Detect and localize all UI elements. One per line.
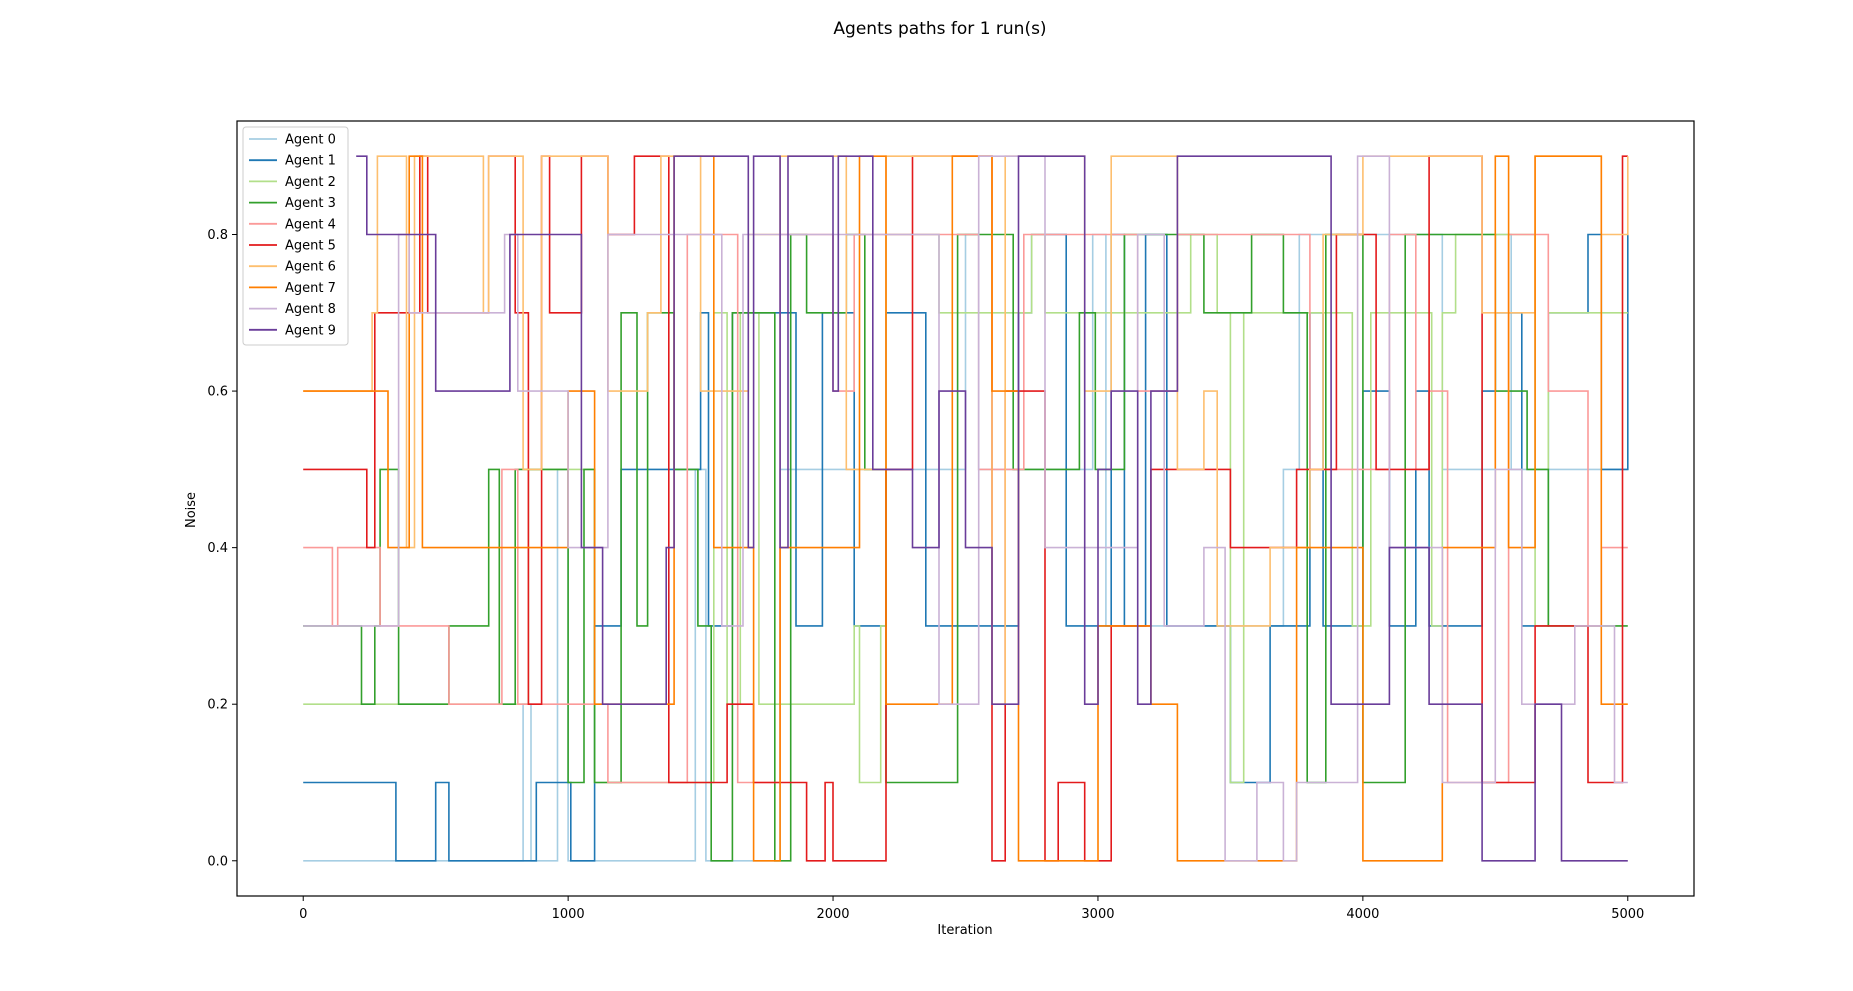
legend-label-agent-2: Agent 2 (285, 175, 336, 190)
x-tick-label: 4000 (1346, 907, 1379, 922)
legend-label-agent-5: Agent 5 (285, 239, 336, 254)
x-tick-label: 5000 (1611, 907, 1644, 922)
series-line-agent-8 (303, 155, 1628, 862)
y-tick-label: 0.4 (207, 541, 228, 556)
y-tick-label: 0.8 (207, 228, 228, 243)
x-tick-label: 3000 (1081, 907, 1114, 922)
x-tick-label: 0 (299, 907, 307, 922)
y-axis-label: Noise (184, 492, 199, 528)
legend-label-agent-9: Agent 9 (285, 323, 336, 338)
legend-label-agent-0: Agent 0 (285, 133, 336, 148)
legend-label-agent-6: Agent 6 (285, 260, 336, 275)
legend-label-agent-3: Agent 3 (285, 196, 336, 211)
legend-label-agent-8: Agent 8 (285, 302, 336, 317)
series-layer (303, 155, 1629, 862)
series-line-agent-9 (356, 155, 1628, 862)
legend-label-agent-1: Agent 1 (285, 154, 336, 169)
x-tick-label: 2000 (816, 907, 849, 922)
legend-label-agent-4: Agent 4 (285, 217, 336, 232)
chart-title: Agents paths for 1 run(s) (833, 19, 1046, 39)
y-tick-label: 0.2 (207, 698, 228, 713)
plot-frame (236, 120, 1695, 897)
y-tick-label: 0.6 (207, 385, 228, 400)
x-tick-label: 1000 (552, 907, 585, 922)
x-axis: 0 1000 2000 3000 4000 5000 (299, 896, 1644, 922)
legend-label-agent-7: Agent 7 (285, 281, 336, 296)
y-axis: 0.0 0.2 0.4 0.6 0.8 (207, 228, 237, 869)
x-axis-label: Iteration (937, 923, 992, 938)
y-tick-label: 0.0 (207, 854, 228, 869)
legend: Agent 0 Agent 1 Agent 2 Agent 3 Agent 4 Agent… (242, 126, 349, 346)
